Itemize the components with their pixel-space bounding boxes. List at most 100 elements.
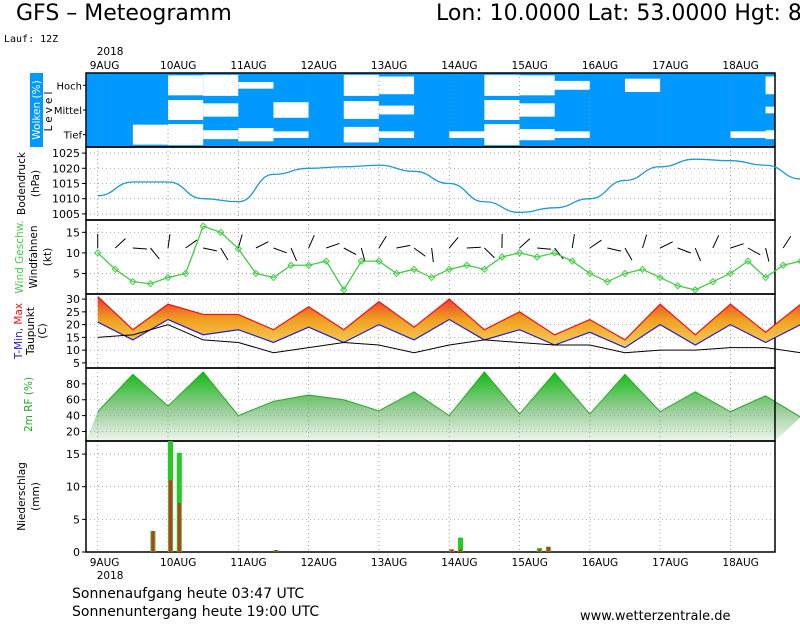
cloud-cell [624,78,661,92]
cloud-cell [168,100,204,120]
wind-speed-marker [797,258,800,265]
bottom-date-label: 16AUG [582,557,618,569]
wind-barb [730,243,744,249]
wind-speed-marker [410,265,418,274]
temperature-ylabel-line2: Taupunkt [25,307,37,356]
dewpoint-line [97,324,800,354]
top-date-label: 12AUG [301,60,337,72]
cloud-cell [378,76,415,95]
wind-barb [114,238,126,249]
wind-speed-marker [550,249,559,257]
cloud-ylabel-text: Wolken (%) [31,80,43,139]
t-min-line [97,318,800,349]
temperature-ylabel-line1: T-Min, Max [13,303,25,360]
wind-speed-marker [146,280,155,288]
cloud-level-label: Hoch [57,81,82,92]
wind-speed-marker [709,277,717,286]
wind-barb [167,234,171,249]
wind-speed-marker [392,269,401,278]
cloud-cell [449,131,485,138]
wind-barb [571,234,575,249]
precip-convective-bar [169,480,173,552]
wind-speed-marker [234,245,243,253]
wind-barb [537,247,552,250]
location-coordinates: Lon: 10.0000 Lat: 53.0000 Hgt: 8 [436,1,800,26]
wind-barb [694,247,701,262]
wind-speed-marker [217,228,225,237]
bottom-date-label: 12AUG [301,557,337,569]
temperature-ylabel-line3: (C) [37,323,49,339]
wind-speed-marker [638,265,647,274]
wind-speed-marker [673,282,682,290]
wind-barb [185,239,198,249]
wind-barb [378,235,387,249]
y-tick-label: 0 [73,546,80,559]
wind-barb [765,247,770,262]
ylabel-line: (mm) [30,482,42,511]
y-tick-label: 5 [73,357,80,370]
cloud-cell [168,124,204,146]
y-tick-label: 40 [66,410,80,423]
wind-speed-marker [761,273,770,282]
precip-convective-bar [177,503,181,552]
y-tick-label: 15 [66,448,80,461]
cloud-cell [273,131,309,138]
wind-barb [448,236,459,249]
top-date-axis: 9AUG 10AUG 11AUG 12AUG 13AUG 14AUG 15AUG 16AUG 1… [90,46,759,72]
cloud-cell [519,129,555,141]
y-tick-label: 5 [73,267,80,280]
ylabel-line: (hPa) [30,170,42,197]
top-date-label: 15AUG [512,60,548,72]
wind-barb [220,247,229,261]
ylabel-line: Bodendruck [16,151,28,215]
wind-speed-marker [463,261,471,269]
wind-barb [624,247,633,261]
ylabel-line: Niederschlag [16,462,28,531]
wind-barb [677,247,691,254]
website-link[interactable]: www.wetterzentrale.de [580,609,731,624]
y-tick-label: 5 [73,513,80,526]
bottom-date-label: 13AUG [371,557,407,569]
bottom-date-label: 10AUG [160,557,196,569]
y-tick-label: 10 [66,344,80,357]
wind-speed-marker [252,269,260,278]
humidity-fill [86,371,800,441]
bottom-date-label: 9AUG [90,557,120,569]
wind-speed-marker [603,277,612,286]
ylabel-line: 2m RF (%) [23,377,35,432]
y-tick-label: 10 [66,481,80,494]
wind-speed-marker [199,222,207,230]
cloud-level-label: Mittel [54,106,82,117]
wind-speed-marker [427,273,436,282]
wind-speed-marker [94,249,102,257]
cloud-cell [203,103,239,117]
wind-speed-marker [445,265,453,274]
wind-speed-marker [340,286,348,294]
page-title: GFS – Meteogramm [16,1,232,26]
pressure-line [97,158,800,214]
temperature-ylabel: T-Min, Max Taupunkt (C) [13,303,49,360]
wind-speed-marker [304,261,313,269]
wind-speed-marker [621,269,629,278]
y-tick-label: 10 [66,247,80,260]
wind-barb [308,235,315,249]
wind-barb [431,247,434,262]
wind-speed-marker [586,269,594,278]
sunset-text: Sonnenuntergang heute 19:00 UTC [72,604,320,620]
ylabel-line: Windfahnen [28,226,40,289]
cloud-cell [238,82,274,89]
cloud-cell [343,126,379,143]
wind-barb [484,247,495,259]
precip-convective-bar [538,549,542,552]
wind-barb [466,246,481,249]
wind-barb [413,247,426,257]
wind-speed-marker [322,257,330,265]
temperature-range-fill [97,296,800,348]
bottom-date-label: 15AUG [512,557,548,569]
y-tick-label: 1015 [52,178,80,191]
wind-speed-marker [287,261,295,269]
wind-speed-marker [164,273,172,282]
y-tick-label: 60 [66,394,80,407]
y-tick-label: 1020 [52,162,80,175]
